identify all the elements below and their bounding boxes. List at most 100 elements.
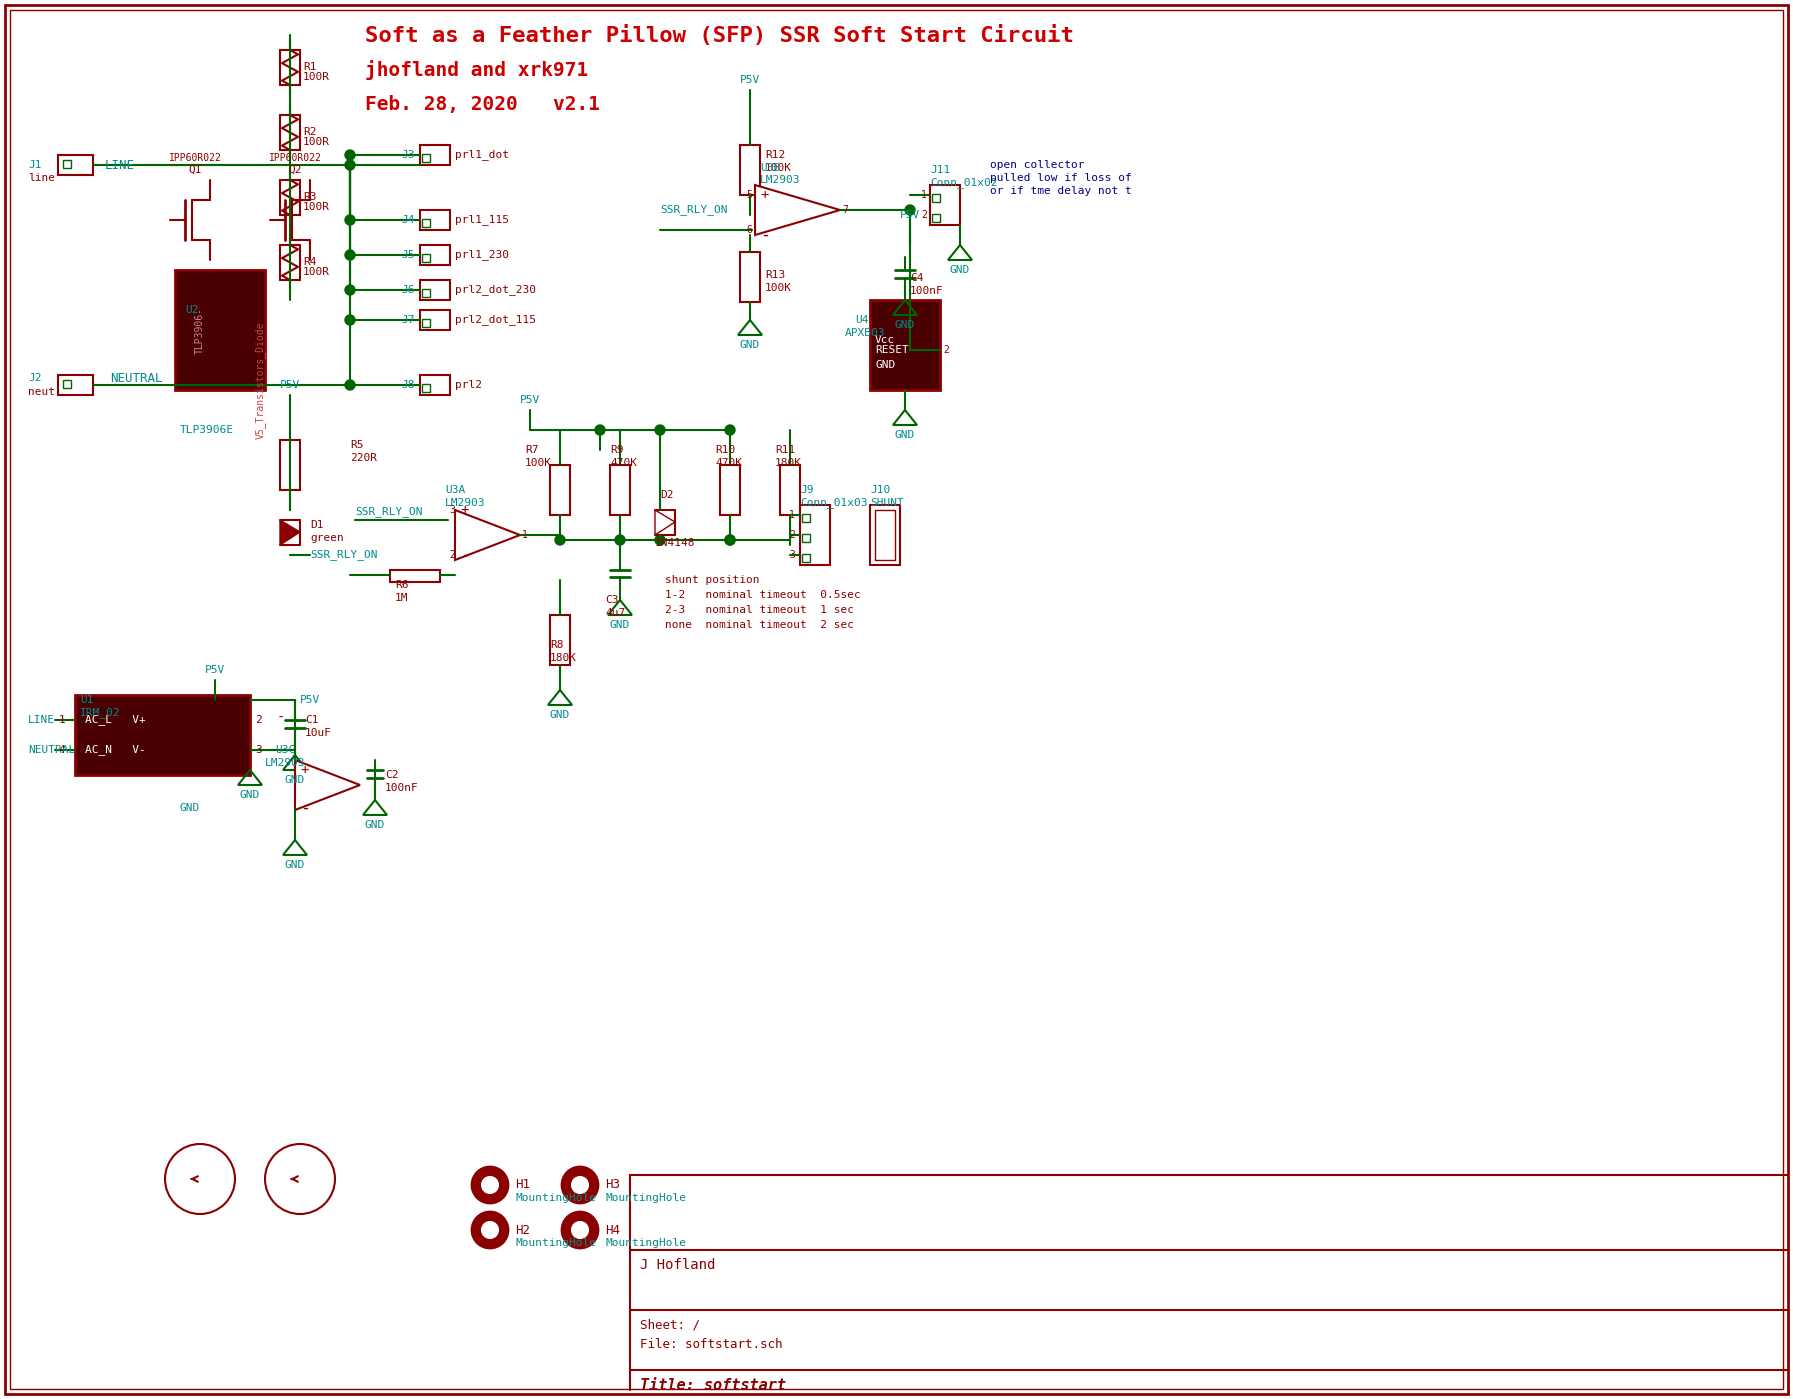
Bar [63,381,72,388]
Circle shape [482,1221,498,1238]
Bar [870,299,940,390]
Text: prl2_dot_230: prl2_dot_230 [455,284,536,295]
Text: Conn_01x03: Conn_01x03 [800,498,868,508]
Bar [870,505,900,565]
Text: J6: J6 [402,285,414,295]
Circle shape [615,534,626,546]
Text: prl1_dot: prl1_dot [455,150,509,161]
Text: 7: 7 [843,206,848,215]
Text: R2: R2 [303,127,317,137]
Circle shape [344,250,355,260]
Bar [721,464,741,515]
Circle shape [344,381,355,390]
Text: R3: R3 [303,192,317,201]
Text: Vcc: Vcc [875,334,895,346]
Text: 1: 1 [522,530,527,540]
Bar [421,319,430,327]
Text: 100nF: 100nF [911,285,943,297]
Text: U4: U4 [855,315,868,325]
Text: AC_L   V+: AC_L V+ [84,715,145,726]
Text: U3C: U3C [274,746,296,755]
Text: 1: 1 [789,511,794,520]
Bar [420,280,450,299]
Text: NEUTRAL: NEUTRAL [29,746,75,755]
Text: J7: J7 [402,315,414,325]
Text: none  nominal timeout  2 sec: none nominal timeout 2 sec [665,620,853,630]
Text: APXB03: APXB03 [845,327,886,339]
Text: -: - [276,711,285,725]
Text: MountingHole: MountingHole [604,1238,687,1248]
Bar [800,505,830,565]
Text: D2: D2 [660,490,674,499]
Bar [57,155,93,175]
Circle shape [344,315,355,325]
Text: open collector: open collector [990,159,1085,171]
Text: 1M: 1M [394,593,409,603]
Text: LINE: LINE [29,715,56,725]
Bar [932,214,940,222]
Text: H4: H4 [604,1224,620,1237]
Text: U3B: U3B [760,164,780,173]
Text: GND: GND [550,711,570,720]
Text: C1: C1 [305,715,319,725]
Bar [550,616,570,665]
Text: pulled low if loss of: pulled low if loss of [990,173,1131,183]
Text: LM2903: LM2903 [445,498,486,508]
Text: 2: 2 [943,346,948,355]
Text: J8: J8 [402,381,414,390]
Text: or if tme delay not t: or if tme delay not t [990,186,1131,196]
Bar [801,534,810,541]
Text: 180K: 180K [550,653,577,663]
Text: RESET: RESET [875,346,909,355]
Text: R12: R12 [766,150,785,159]
Text: TLP3906-: TLP3906- [195,306,204,354]
Text: GND: GND [950,264,970,276]
Text: R11: R11 [775,445,796,455]
Circle shape [344,215,355,225]
Text: MountingHole: MountingHole [515,1238,595,1248]
Circle shape [572,1221,588,1238]
Bar [63,159,72,168]
Text: U3A: U3A [445,485,464,495]
Bar [280,115,299,150]
Text: P5V: P5V [520,395,540,404]
Text: 470K: 470K [715,457,742,469]
Text: R9: R9 [610,445,624,455]
Text: J5: J5 [402,250,414,260]
Circle shape [905,206,914,215]
Bar [420,245,450,264]
Text: LM2903: LM2903 [265,758,305,768]
Bar [280,50,299,85]
Text: P5V: P5V [280,381,299,390]
Polygon shape [455,511,520,560]
Bar [421,290,430,297]
Circle shape [561,1212,599,1248]
Text: GND: GND [895,320,914,330]
Text: 1: 1 [57,715,65,725]
Text: R13: R13 [766,270,785,280]
Circle shape [654,425,665,435]
Text: 10uF: 10uF [305,727,332,739]
Text: P5V: P5V [741,76,760,85]
Text: Soft as a Feather Pillow (SFP) SSR Soft Start Circuit: Soft as a Feather Pillow (SFP) SSR Soft … [366,25,1074,46]
Text: J2: J2 [29,374,41,383]
Circle shape [572,1177,588,1193]
Polygon shape [755,185,839,235]
Text: R6: R6 [394,581,409,590]
Text: 470K: 470K [610,457,637,469]
Bar [421,154,430,162]
Text: C3: C3 [604,595,619,604]
Circle shape [724,534,735,546]
Text: J1: J1 [29,159,41,171]
Text: 6: 6 [746,225,751,235]
Text: R1: R1 [303,62,317,71]
Text: GND: GND [741,340,760,350]
Text: V5_Transistors_Diode: V5_Transistors_Diode [255,322,265,439]
Circle shape [595,425,604,435]
Text: J3: J3 [402,150,414,159]
Text: +: + [760,187,769,201]
Text: 1N4148: 1N4148 [654,539,696,548]
Text: J10: J10 [870,485,891,495]
Text: 2-3   nominal timeout  1 sec: 2-3 nominal timeout 1 sec [665,604,853,616]
Text: GND: GND [285,775,305,785]
